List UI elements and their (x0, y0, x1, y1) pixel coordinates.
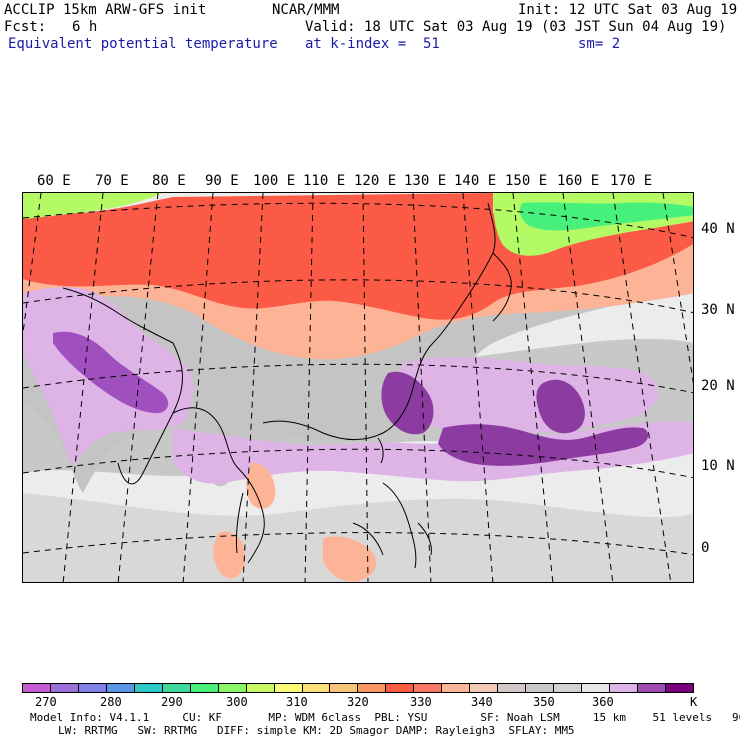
smoothing-info: sm= 2 (578, 36, 621, 52)
lon-label: 140 E (454, 173, 497, 189)
lon-label: 70 E (95, 173, 129, 189)
colorbar-swatch (134, 684, 163, 692)
colorbar-label: 340 (471, 695, 493, 709)
colorbar (22, 683, 694, 693)
lon-label: 60 E (37, 173, 71, 189)
lon-label: 110 E (303, 173, 346, 189)
coastlines (62, 202, 512, 569)
fcst-value: 6 h (72, 19, 98, 35)
colorbar-swatch (665, 684, 693, 692)
purple-bay (173, 421, 693, 484)
org-label: NCAR/MMM (272, 2, 340, 18)
colorbar-swatch (162, 684, 191, 692)
colorbar-unit: K (690, 695, 698, 709)
deep-purple-pacific (438, 424, 649, 466)
colorbar-swatch (470, 684, 499, 692)
lon-label: 120 E (354, 173, 397, 189)
grey-band (23, 493, 693, 582)
colorbar-label: 290 (161, 695, 183, 709)
colorbar-swatch (190, 684, 219, 692)
colorbar-label: 270 (35, 695, 57, 709)
lon-label: 100 E (253, 173, 296, 189)
model-title: ACCLIP 15km ARW-GFS init (4, 2, 207, 18)
colorbar-swatch (218, 684, 247, 692)
map-panel (22, 192, 694, 583)
colorbar-label: 330 (410, 695, 432, 709)
colorbar-swatch (358, 684, 387, 692)
colorbar-swatch (610, 684, 638, 692)
lon-label: 130 E (404, 173, 447, 189)
init-time: Init: 12 UTC Sat 03 Aug 19 (518, 2, 738, 18)
purple-pacific (399, 357, 658, 434)
orange-patch (213, 531, 246, 579)
valid-time: Valid: 18 UTC Sat 03 Aug 19 (03 JST Sun … (305, 19, 727, 35)
colorbar-swatch (78, 684, 107, 692)
colorbar-swatch (582, 684, 611, 692)
red-band (23, 193, 493, 233)
colorbar-label: 280 (100, 695, 122, 709)
lon-label: 80 E (152, 173, 186, 189)
lat-label: 30 N (701, 302, 735, 318)
lat-label: 10 N (701, 458, 735, 474)
colorbar-swatch (50, 684, 79, 692)
deep-purple-india (53, 331, 169, 414)
colorbar-swatch (554, 684, 583, 692)
level-info: at k-index = 51 (305, 36, 440, 52)
deep-purple-typhoon (536, 379, 585, 434)
colorbar-swatch (637, 684, 666, 692)
graticule (23, 193, 693, 582)
field-name: Equivalent potential temperature (8, 36, 278, 52)
orange-patch (246, 462, 276, 509)
colorbar-swatch (23, 684, 51, 692)
green-region (23, 193, 163, 219)
footer-model-info: Model Info: V4.1.1 CU: KF MP: WDM 6class… (30, 711, 740, 724)
lat-label: 0 (701, 540, 710, 556)
colorbar-swatch (330, 684, 359, 692)
green-core (519, 202, 693, 231)
lon-label: 150 E (505, 173, 548, 189)
colorbar-swatch (526, 684, 555, 692)
colorbar-label: 300 (226, 695, 248, 709)
colorbar-swatch (246, 684, 275, 692)
colorbar-swatch (414, 684, 443, 692)
colorbar-swatch (498, 684, 527, 692)
orange-patch (323, 536, 377, 582)
colorbar-label: 350 (533, 695, 555, 709)
deep-purple-luzon (381, 371, 434, 435)
colorbar-label: 310 (286, 695, 308, 709)
colorbar-swatch (106, 684, 135, 692)
lat-label: 20 N (701, 378, 735, 394)
colorbar-label: 360 (592, 695, 614, 709)
colorbar-swatch (302, 684, 331, 692)
lon-label: 90 E (205, 173, 239, 189)
lat-label: 40 N (701, 221, 735, 237)
colorbar-label: 320 (347, 695, 369, 709)
lon-label: 170 E (610, 173, 653, 189)
lon-label: 160 E (557, 173, 600, 189)
colorbar-swatch (442, 684, 471, 692)
colorbar-swatch (274, 684, 303, 692)
fcst-label: Fcst: (4, 19, 47, 35)
footer-physics-info: LW: RRTMG SW: RRTMG DIFF: simple KM: 2D … (58, 724, 575, 737)
colorbar-swatch (386, 684, 415, 692)
